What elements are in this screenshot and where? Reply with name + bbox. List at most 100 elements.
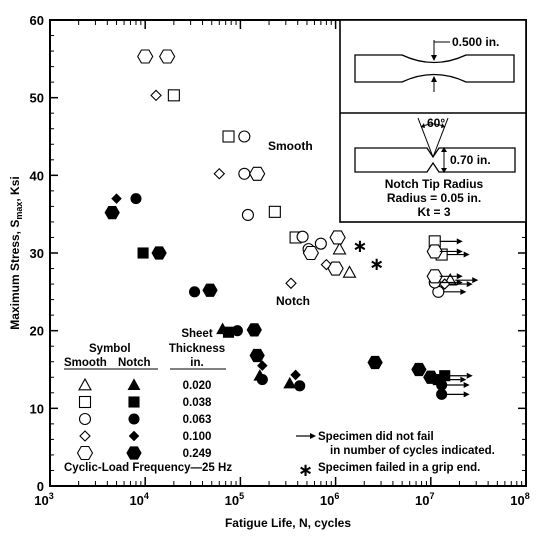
legend-header-unit: in. bbox=[190, 357, 203, 369]
legend-thickness-label: 0.020 bbox=[183, 380, 212, 392]
y-tick-label: 10 bbox=[30, 401, 44, 416]
smooth-hexagon-point bbox=[426, 244, 443, 259]
runout-arrow-head bbox=[466, 281, 473, 288]
legend-smooth-triangle bbox=[78, 377, 92, 391]
y-tick-label: 0 bbox=[37, 479, 44, 494]
legend-notch-triangle bbox=[127, 378, 141, 390]
smooth-diamond-point bbox=[150, 89, 162, 102]
runout-arrow-head bbox=[466, 372, 473, 379]
y-tick-label: 50 bbox=[30, 91, 44, 106]
legend-thickness-label: 0.249 bbox=[183, 448, 212, 460]
smooth-hexagon-point bbox=[426, 269, 443, 284]
y-tick-label: 60 bbox=[30, 13, 44, 28]
notch-circle-point bbox=[436, 379, 448, 391]
notch-circle-point bbox=[231, 325, 243, 337]
smooth-square-point bbox=[222, 130, 235, 143]
data-points bbox=[104, 49, 458, 400]
notch-hexagon-point bbox=[411, 362, 427, 377]
notch-radius-line1: Notch Tip Radius bbox=[385, 177, 484, 191]
legend-frequency: Cyclic-Load Frequency—25 Hz bbox=[64, 462, 232, 474]
x-tick-label: 108 bbox=[510, 491, 529, 508]
legend-thickness-label: 0.038 bbox=[183, 397, 212, 409]
smooth-triangle-point bbox=[332, 241, 347, 255]
x-tick-label: 105 bbox=[225, 491, 244, 508]
runout-arrow-head bbox=[460, 288, 467, 295]
x-tick-label: 107 bbox=[415, 491, 434, 508]
x-axis-title: Fatigue Life, N, cycles bbox=[225, 516, 351, 530]
runout-arrows bbox=[439, 238, 479, 398]
x-tick-labels: 103 104 105 106 107 108 bbox=[34, 491, 529, 508]
smooth-diamond-point bbox=[285, 277, 297, 290]
legend-thickness-label: 0.100 bbox=[183, 431, 212, 443]
smooth-circle-point bbox=[238, 167, 251, 180]
notch-triangle-point bbox=[283, 376, 297, 389]
y-tick-labels: 0 10 20 30 40 50 60 bbox=[30, 13, 44, 494]
runout-note-line2: in number of cycles indicated. bbox=[330, 445, 495, 457]
notch-square-point bbox=[137, 247, 149, 259]
notch-diamond-point bbox=[290, 369, 301, 381]
smooth-square-point bbox=[167, 89, 180, 102]
notch-annotation: Notch bbox=[276, 294, 310, 308]
x-tick-label: 104 bbox=[129, 491, 148, 508]
runout-arrow-head bbox=[456, 238, 463, 245]
notch-specimen-shape bbox=[354, 147, 516, 173]
smooth-diamond-point bbox=[213, 168, 226, 180]
notes: Specimen did not fail in number of cycle… bbox=[296, 431, 495, 481]
notch-hexagon-point bbox=[151, 246, 167, 260]
legend-header-notch: Notch bbox=[118, 357, 151, 369]
smooth-hexagon-point bbox=[329, 230, 346, 245]
grip-note-text: Specimen failed in a grip end. bbox=[318, 462, 480, 474]
smooth-triangle-point bbox=[342, 265, 357, 278]
smooth-hexagon-point bbox=[249, 166, 266, 181]
notch-square-point bbox=[222, 326, 235, 338]
notch-angle-label: 60° bbox=[427, 116, 445, 130]
grip-failure-marks: ∗∗ bbox=[352, 236, 384, 275]
notch-circle-point bbox=[256, 374, 268, 386]
smooth-circle-point bbox=[238, 130, 251, 143]
smooth-circle-point bbox=[241, 208, 254, 221]
smooth-circle-point bbox=[296, 230, 309, 243]
notch-circle-point bbox=[189, 286, 201, 298]
runout-arrow-head bbox=[463, 251, 470, 258]
legend-notch-diamond bbox=[128, 430, 140, 442]
runout-arrow-head bbox=[463, 391, 470, 398]
legend: Symbol Smooth Notch Sheet Thickness in. … bbox=[64, 328, 232, 474]
y-tick-label: 40 bbox=[30, 168, 44, 183]
runout-arrow-head bbox=[463, 382, 470, 389]
legend-notch-circle bbox=[128, 413, 140, 425]
grip-failure-star: ∗ bbox=[352, 236, 367, 257]
smooth-hexagon-point bbox=[302, 245, 320, 261]
notch-circle-point bbox=[436, 388, 448, 400]
legend-smooth-hexagon bbox=[76, 445, 94, 461]
legend-header-smooth: Smooth bbox=[64, 357, 107, 369]
smooth-annotation: Smooth bbox=[268, 139, 313, 153]
legend-smooth-square bbox=[78, 395, 92, 409]
notch-hexagon-point bbox=[202, 283, 218, 297]
notch-hexagon-point bbox=[423, 370, 439, 384]
notch-hexagon-point bbox=[104, 206, 120, 220]
legend-header-thickness: Thickness bbox=[169, 343, 225, 355]
notch-depth-label: 0.70 in. bbox=[450, 153, 491, 167]
runout-arrow-head bbox=[456, 273, 463, 280]
notch-diamond-point bbox=[257, 360, 268, 371]
smooth-square-point bbox=[268, 205, 281, 218]
legend-rows: 0.020 0.038 0.063 0.100 0.249 bbox=[76, 377, 212, 461]
runout-arrow-head bbox=[456, 248, 463, 255]
grip-failure-star: ∗ bbox=[369, 254, 384, 275]
runout-arrow-head bbox=[460, 376, 467, 383]
y-tick-label: 30 bbox=[30, 246, 44, 261]
notch-radius-line2: Radius = 0.05 in. bbox=[387, 191, 481, 205]
grip-note-symbol: ∗ bbox=[298, 460, 313, 481]
runout-note-line1: Specimen did not fail bbox=[318, 431, 434, 443]
legend-smooth-diamond bbox=[79, 430, 91, 442]
notch-circle-point bbox=[130, 193, 142, 205]
y-axis-title: Maximum Stress, Smax, Ksi bbox=[8, 176, 24, 329]
legend-notch-square bbox=[128, 396, 140, 408]
notch-diamond-point bbox=[111, 193, 122, 204]
smooth-hexagon-point bbox=[159, 49, 176, 64]
smooth-circle-point bbox=[314, 237, 327, 250]
notch-kt-label: Kt = 3 bbox=[417, 205, 450, 219]
legend-thickness-label: 0.063 bbox=[183, 414, 212, 426]
legend-header-symbol: Symbol bbox=[89, 343, 131, 355]
